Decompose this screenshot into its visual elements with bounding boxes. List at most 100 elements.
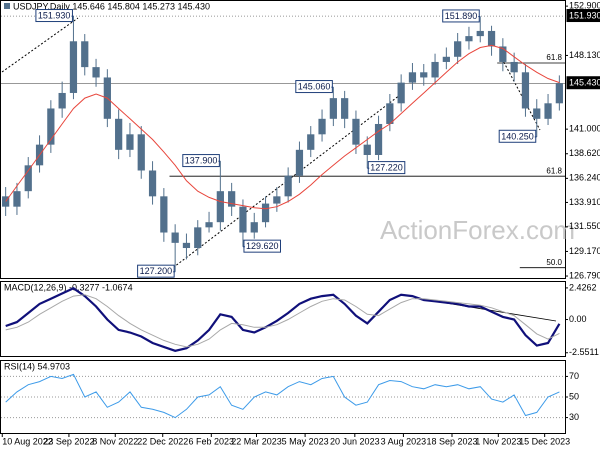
candle-body [2,196,10,207]
price-annotation: 129.620 [246,241,279,251]
candle-body [171,232,179,243]
candle-body [420,72,428,78]
x-tick-label: 18 Sep 2023 [426,436,477,446]
candle-body [284,175,292,197]
label-box [566,9,600,23]
candle-body [182,242,191,249]
candle-body [442,56,450,62]
y-tick-label: 131.550 [569,221,600,231]
y-tick-label: 148.130 [569,50,600,60]
price-level-label: 145.430 [569,78,600,88]
fib-label: 61.8 [546,53,562,62]
candle-body [126,134,134,150]
candle-body [239,206,247,233]
price-annotation: 151.890 [445,11,478,21]
y-tick-label: 126.790 [569,270,600,280]
candle-body [250,222,258,233]
candle-body [160,196,168,233]
candle-body [431,61,439,78]
y-tick-label: 129.170 [569,246,600,256]
candle-body [295,149,304,176]
label-box [566,76,600,90]
macd-title: MACD(12,26,9) -0.3277 -1.0674 [4,282,133,292]
y-tick-label: 0.00 [569,314,587,324]
x-tick-label: 8 Nov 2022 [92,436,138,446]
candle-body [92,67,100,78]
y-tick-label: 70 [569,371,579,381]
candle-body [329,98,337,119]
candle-body [205,222,213,228]
main-panel [0,0,566,279]
symbol-icon [4,3,10,9]
x-tick-label: 15 Dec 2023 [519,436,570,446]
label-box [243,239,281,253]
candle-body [533,108,541,119]
y-tick-label: -2.5511 [569,347,599,357]
candle-body [261,203,270,223]
candle-body [194,227,202,249]
candle-body [24,165,32,192]
label-box [295,80,333,94]
candle-body [307,134,315,150]
macd-panel [0,281,566,357]
indicator-line [5,294,560,348]
candle-body [81,41,89,68]
label-box [367,161,406,175]
candle-body [465,36,473,42]
candle-body [363,144,371,155]
x-tick-label: 1 Nov 2023 [475,436,521,446]
x-tick-label: 22 Mar 2023 [231,436,282,446]
candle-body [137,134,145,171]
price-annotation: 127.220 [370,163,403,173]
y-tick-label: 133.910 [569,197,600,207]
indicator-line [5,287,561,352]
candle-body [58,92,66,109]
price-annotation: 151.930 [38,11,71,21]
candle-body [273,196,281,204]
label-box [137,264,175,278]
candle-body [374,123,383,155]
candle-body [499,46,507,62]
label-box [35,9,73,23]
candle-body [487,30,496,47]
y-tick-label: 30 [569,412,579,422]
price-annotation: 140.250 [501,131,534,141]
candle-body [352,118,360,145]
y-tick-label: 136.240 [569,173,600,183]
candle-body [510,61,518,73]
label-box [498,129,537,143]
candle-body [408,72,417,83]
price-level-label: 151.930 [569,11,600,21]
label-box [442,9,480,23]
x-tick-label: 20 Jun 2023 [330,436,380,446]
candle-body [476,30,484,37]
y-tick-label: 152.900 [569,1,600,11]
candle-body [454,41,462,57]
watermark: ActionForex.com [380,215,575,245]
x-tick-label: 3 Aug 2023 [381,436,427,446]
candle-body [318,118,326,135]
y-tick-label: 138.620 [569,148,600,158]
candle-body [13,191,21,207]
candle-body [216,191,224,223]
y-tick-label: 2.4262 [569,282,597,292]
candle-body [228,191,236,207]
x-tick-label: 6 Feb 2023 [189,436,235,446]
indicator-line [5,373,560,419]
x-tick-label: 10 Aug 2022 [2,436,53,446]
candle-body [341,98,349,119]
x-tick-label: 22 Dec 2022 [137,436,188,446]
candle-body [69,41,78,93]
x-tick-label: 5 May 2023 [282,436,329,446]
candle-body [148,170,157,197]
candle-body [47,108,55,145]
y-tick-label: 50 [569,391,579,401]
price-annotation: 137.900 [185,156,218,166]
candle-body [397,82,405,104]
moving-average [5,44,560,210]
trend-line [1,17,79,73]
y-tick-label: 141.000 [569,124,600,134]
candle-body [521,72,530,109]
